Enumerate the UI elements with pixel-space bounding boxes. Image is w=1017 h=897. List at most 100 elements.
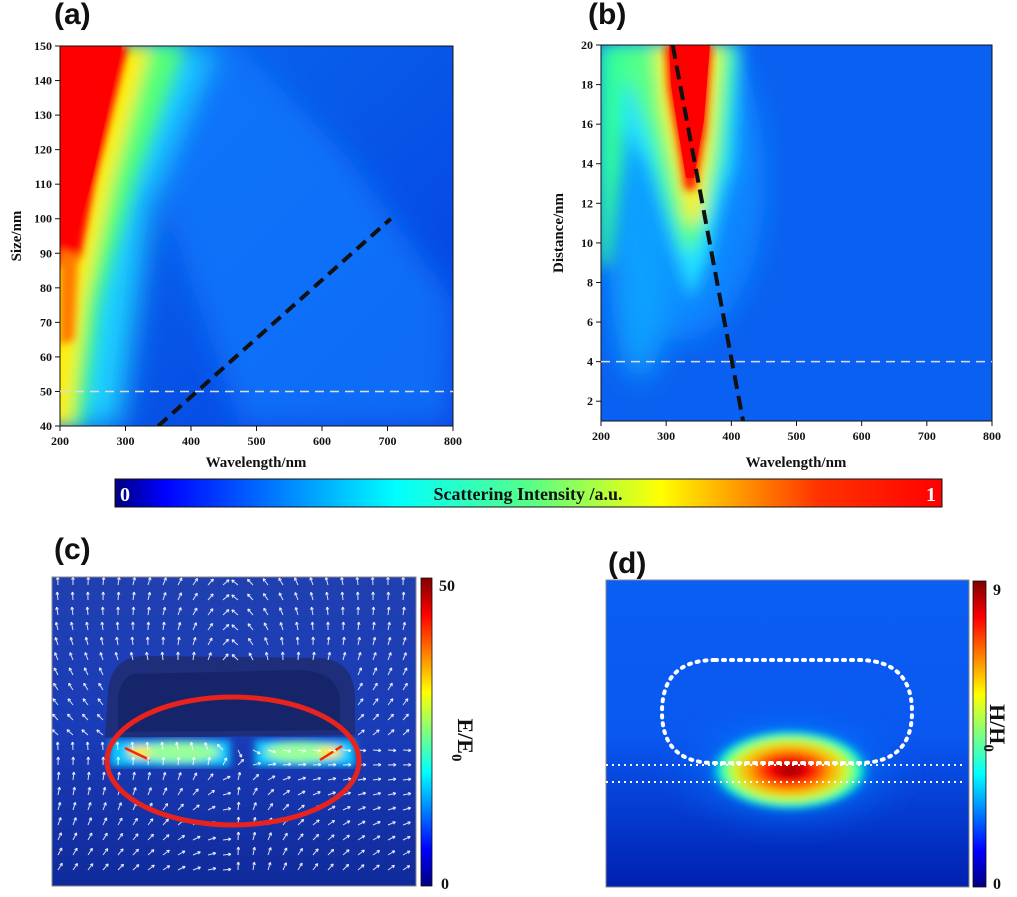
field-arrow-head	[402, 606, 406, 611]
field-arrow	[357, 792, 366, 796]
field-arrow	[146, 741, 149, 751]
field-arrow	[222, 838, 232, 841]
field-arrow-head	[377, 791, 382, 796]
field-arrow	[357, 849, 365, 856]
panel-a-ytick-label: 90	[40, 246, 52, 260]
field-arrow-head	[89, 847, 93, 852]
field-arrow-head	[309, 591, 314, 596]
field-arrow-head	[373, 667, 378, 671]
field-arrow-head	[134, 817, 138, 822]
field-arrow	[192, 592, 198, 601]
field-arrow-head	[359, 682, 363, 687]
field-arrow-head	[99, 636, 104, 641]
field-arrow	[207, 608, 214, 616]
field-arrow-head	[55, 606, 59, 611]
field-arrow-head	[264, 637, 268, 641]
panel-a-xtick-label: 300	[117, 434, 135, 448]
field-arrow	[312, 833, 320, 841]
field-arrow-head	[210, 773, 214, 777]
panel-a-ytick-label: 110	[35, 177, 52, 191]
colorbar-max-label: 1	[926, 484, 936, 506]
field-arrow	[311, 607, 314, 616]
field-arrow	[131, 741, 134, 751]
field-arrow-head	[163, 787, 168, 791]
field-arrow-head	[85, 606, 90, 610]
field-arrow	[297, 804, 305, 811]
field-arrow-head	[406, 850, 411, 854]
field-arrow-head	[178, 607, 182, 611]
field-arrow-head	[332, 748, 337, 753]
field-arrow-head	[67, 698, 72, 702]
field-arrow-head	[86, 771, 91, 776]
field-arrow-head	[340, 591, 345, 596]
field-arrow-head	[81, 713, 86, 718]
field-arrow	[222, 579, 230, 586]
field-arrow	[132, 592, 135, 601]
field-arrow-head	[253, 802, 257, 806]
field-arrow-head	[132, 771, 136, 776]
field-arrow	[267, 862, 271, 871]
field-arrow	[87, 848, 93, 856]
field-arrow	[267, 847, 272, 856]
field-arrow	[247, 623, 254, 631]
field-arrow-head	[285, 803, 290, 808]
field-arrow	[146, 652, 149, 661]
field-arrow-head	[146, 621, 151, 625]
field-arrow-head	[194, 592, 198, 597]
field-arrow-head	[98, 682, 102, 687]
field-arrow	[282, 749, 291, 753]
field-arrow-head	[326, 621, 330, 625]
field-arrow-head	[57, 801, 62, 806]
panel-b-ytick-label: 20	[581, 38, 593, 52]
field-arrow-head	[216, 743, 221, 748]
field-arrow	[84, 652, 89, 661]
field-arrow-head	[356, 606, 361, 610]
field-arrow	[67, 713, 74, 721]
field-arrow	[387, 698, 394, 706]
field-arrow-head	[408, 748, 412, 753]
field-arrow	[67, 698, 74, 706]
field-arrow	[162, 865, 171, 871]
panel-c-highlight-ellipse	[104, 694, 362, 828]
field-arrow	[192, 578, 198, 586]
field-arrow	[102, 577, 105, 586]
panel-d-particle-outline	[659, 658, 915, 765]
field-arrow	[312, 863, 319, 871]
field-arrow-head	[150, 849, 155, 853]
field-arrow-head	[240, 758, 245, 763]
field-arrow-head	[67, 713, 71, 718]
field-arrow-head	[179, 577, 183, 581]
field-arrow	[342, 652, 346, 661]
field-arrow	[387, 667, 393, 676]
field-arrow	[117, 577, 120, 586]
field-arrow-head	[207, 756, 211, 761]
field-arrow	[387, 864, 395, 871]
field-arrow-head	[99, 652, 103, 656]
panel-b-ytick-label: 16	[581, 117, 593, 131]
panel-b-ylabel: Distance/nm	[551, 193, 567, 274]
field-arrow	[387, 713, 394, 721]
field-arrow	[297, 818, 305, 826]
field-arrow	[265, 652, 269, 661]
field-arrow	[282, 790, 290, 796]
field-arrow-head	[388, 652, 392, 656]
field-arrow-head	[246, 578, 251, 583]
field-arrow	[327, 791, 336, 796]
field-arrow-head	[286, 789, 291, 794]
field-arrow	[162, 607, 166, 616]
field-arrow-head	[374, 698, 379, 702]
field-arrow-head	[278, 577, 282, 582]
field-arrow-head	[331, 834, 335, 838]
field-arrow-head	[193, 622, 198, 626]
field-arrow-head	[145, 651, 149, 656]
field-arrow	[53, 682, 59, 691]
field-arrow-head	[101, 591, 106, 595]
field-arrow-head	[231, 594, 235, 598]
field-arrow-head	[269, 802, 274, 807]
field-arrow-head	[236, 831, 241, 835]
field-arrow	[207, 867, 216, 871]
field-arrow-head	[119, 832, 124, 837]
field-arrow-head	[71, 771, 76, 776]
field-arrow	[96, 729, 104, 736]
field-arrow	[372, 806, 381, 811]
